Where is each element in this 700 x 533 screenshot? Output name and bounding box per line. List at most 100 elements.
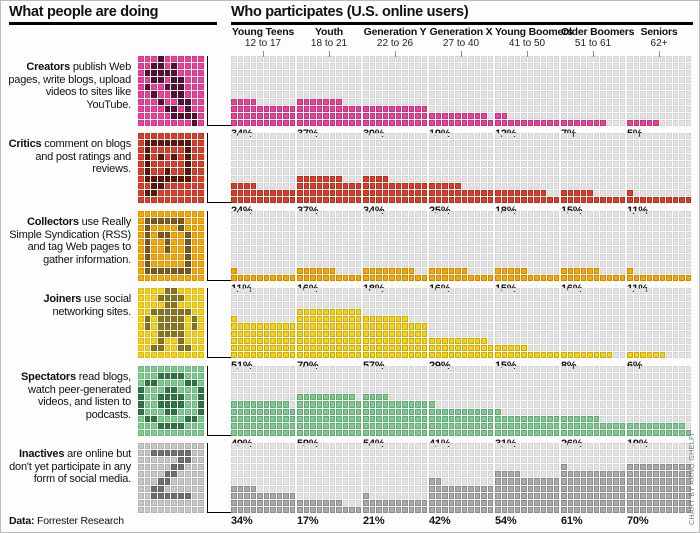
waffle-cell <box>355 499 361 506</box>
waffle-cell <box>653 387 659 394</box>
waffle-cell <box>336 91 342 98</box>
waffle-cell <box>679 105 685 112</box>
waffle-cell <box>653 133 659 140</box>
waffle-cell <box>389 189 395 196</box>
waffle-cell <box>435 443 441 450</box>
waffle-cell <box>468 309 474 316</box>
waffle-cell <box>640 408 646 415</box>
icon-cell <box>144 485 151 492</box>
waffle-cell <box>336 182 342 189</box>
waffle-group-2: 34% <box>363 133 427 217</box>
waffle-cell <box>468 492 474 499</box>
waffle-cell <box>653 485 659 492</box>
waffle-cell <box>363 63 369 70</box>
waffle-cell <box>303 274 309 281</box>
icon-cell <box>178 408 184 415</box>
waffle-cell <box>276 429 282 436</box>
waffle-cell <box>547 91 553 98</box>
waffle-cell <box>540 485 546 492</box>
waffle-cell <box>455 485 461 492</box>
waffle-cell <box>310 232 316 239</box>
waffle-cell <box>474 260 480 267</box>
waffle-cell <box>310 380 316 387</box>
waffle-cell <box>593 133 599 140</box>
icon-cell <box>184 91 191 98</box>
waffle-cell <box>303 154 309 161</box>
waffle-cell <box>369 288 375 295</box>
waffle-cell <box>685 168 691 175</box>
waffle-cell <box>329 485 335 492</box>
waffle-cell <box>363 232 369 239</box>
waffle-cell <box>376 63 382 70</box>
waffle-cell <box>429 351 435 358</box>
icon-cell <box>158 63 164 70</box>
waffle-cell <box>481 274 487 281</box>
waffle-cell <box>421 133 427 140</box>
waffle-cell <box>481 112 487 119</box>
waffle-cell <box>244 316 250 323</box>
waffle-cell <box>402 70 408 77</box>
waffle-cell <box>646 337 652 344</box>
waffle-cell <box>613 147 619 154</box>
waffle-cell <box>567 506 573 513</box>
waffle-cell <box>429 253 435 260</box>
waffle-cell <box>659 380 665 387</box>
waffle-cell <box>342 478 348 485</box>
waffle-cell <box>250 499 256 506</box>
waffle-cell <box>448 366 454 373</box>
waffle-cell <box>303 288 309 295</box>
waffle-cell <box>580 218 586 225</box>
waffle-cell <box>495 415 501 422</box>
waffle-cell <box>402 366 408 373</box>
waffle-cell <box>547 189 553 196</box>
waffle-cell <box>580 380 586 387</box>
waffle-cell <box>442 246 448 253</box>
waffle-cell <box>297 288 303 295</box>
waffle-cell <box>237 309 243 316</box>
waffle-cell <box>501 422 507 429</box>
waffle-cell <box>316 253 322 260</box>
icon-cell <box>158 387 164 394</box>
waffle-cell <box>369 154 375 161</box>
waffle-cell <box>303 387 309 394</box>
waffle-cell <box>521 429 527 436</box>
waffle-cell <box>323 380 329 387</box>
waffle-cell <box>613 471 619 478</box>
waffle-cell <box>646 225 652 232</box>
icon-cell <box>164 119 171 126</box>
waffle-cell <box>495 63 501 70</box>
waffle-cell <box>567 119 573 126</box>
waffle-cell <box>619 351 625 358</box>
waffle-cell <box>659 351 665 358</box>
waffle-cell <box>369 464 375 471</box>
waffle-cell <box>574 373 580 380</box>
waffle-cell <box>329 119 335 126</box>
icon-cell <box>158 464 164 471</box>
waffle-cell <box>257 330 263 337</box>
waffle-cell <box>600 246 606 253</box>
waffle-cell <box>600 506 606 513</box>
waffle-cell <box>329 492 335 499</box>
waffle-cell <box>640 239 646 246</box>
waffle-cell <box>495 246 501 253</box>
icon-cell <box>191 105 198 112</box>
waffle-cell <box>303 373 309 380</box>
waffle-cell <box>421 316 427 323</box>
waffle-cell <box>659 91 665 98</box>
waffle-cell <box>495 337 501 344</box>
waffle-cell <box>679 323 685 330</box>
waffle-cell <box>640 302 646 309</box>
waffle-row: 49%59%54%41%31%26%19% <box>231 366 691 450</box>
waffle-cell <box>627 140 633 147</box>
waffle-cell <box>633 168 639 175</box>
waffle-cell <box>297 478 303 485</box>
waffle-cell <box>606 154 612 161</box>
waffle-cell <box>527 239 533 246</box>
waffle-cell <box>283 464 289 471</box>
waffle-cell <box>421 351 427 358</box>
waffle-cell <box>448 225 454 232</box>
waffle-cell <box>303 260 309 267</box>
waffle-cell <box>672 464 678 471</box>
waffle-cell <box>487 309 493 316</box>
waffle-cell <box>329 506 335 513</box>
